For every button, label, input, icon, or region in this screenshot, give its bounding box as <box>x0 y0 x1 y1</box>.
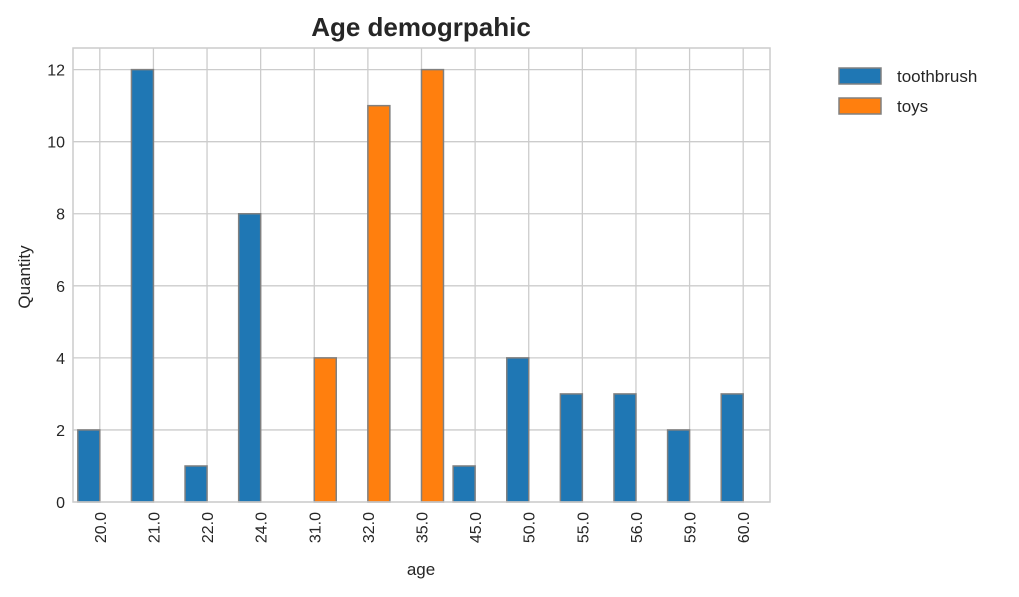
x-tick-label: 35.0 <box>415 512 432 543</box>
y-tick-labels: 0 2 4 6 8 10 12 <box>47 63 65 512</box>
bars <box>77 68 744 503</box>
x-tick-label: 59.0 <box>683 512 700 543</box>
x-tick-label: 50.0 <box>522 512 539 543</box>
y-tick-label: 12 <box>47 63 65 80</box>
x-tick-labels: 20.0 21.0 22.0 24.0 31.0 32.0 35.0 45.0 50.0 55.0… <box>93 512 753 543</box>
bar-toothbrush-21.0 <box>130 68 155 503</box>
bar-toothbrush-60.0 <box>720 393 744 503</box>
bar-toothbrush-45.0 <box>452 465 476 503</box>
legend-swatch-toys <box>838 97 882 115</box>
bar-toothbrush-24.0 <box>237 212 262 503</box>
legend-label-toothbrush: toothbrush <box>897 67 977 86</box>
bar-toothbrush-50.0 <box>505 357 530 503</box>
x-tick-label: 20.0 <box>93 512 110 543</box>
x-tick-label: 56.0 <box>629 512 646 543</box>
y-tick-label: 6 <box>56 279 65 296</box>
legend: toothbrush toys <box>838 67 977 116</box>
y-axis-label: Quantity <box>15 245 34 309</box>
chart-title: Age demogrpahic <box>311 12 531 42</box>
x-tick-label: 60.0 <box>736 512 753 543</box>
y-tick-label: 2 <box>56 423 65 440</box>
y-tick-label: 4 <box>56 351 65 368</box>
y-tick-label: 0 <box>56 495 65 512</box>
legend-label-toys: toys <box>897 97 928 116</box>
y-tick-label: 8 <box>56 207 65 224</box>
x-axis-label: age <box>407 560 435 579</box>
x-tick-label: 45.0 <box>468 512 485 543</box>
plot-frame <box>72 47 771 503</box>
bar-toothbrush-59.0 <box>666 429 691 503</box>
bar-toothbrush-20.0 <box>77 429 101 503</box>
x-tick-label: 31.0 <box>307 512 324 543</box>
legend-swatch-toothbrush <box>838 67 882 85</box>
x-tick-label: 22.0 <box>200 512 217 543</box>
bar-toys-32.0 <box>367 104 391 503</box>
bar-toothbrush-22.0 <box>184 465 208 503</box>
x-tick-label: 55.0 <box>575 512 592 543</box>
bar-toothbrush-56.0 <box>613 393 637 503</box>
bar-toys-31.0 <box>313 357 338 503</box>
bar-toothbrush-55.0 <box>559 393 584 503</box>
bar-toys-35.0 <box>420 68 445 503</box>
x-tick-label: 21.0 <box>146 512 163 543</box>
x-tick-label: 24.0 <box>254 512 271 543</box>
x-tick-label: 32.0 <box>361 512 378 543</box>
y-tick-label: 10 <box>47 135 65 152</box>
